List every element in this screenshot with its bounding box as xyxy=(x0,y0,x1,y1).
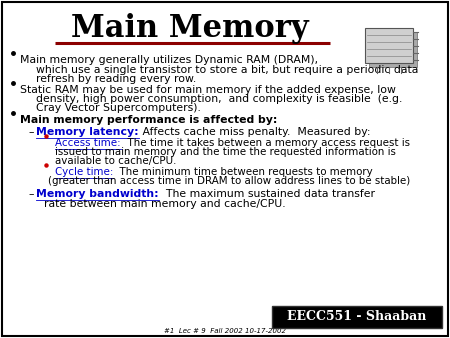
Text: Cray Vector Supercomputers).: Cray Vector Supercomputers). xyxy=(36,103,201,113)
Text: #1  Lec # 9  Fall 2002 10-17-2002: #1 Lec # 9 Fall 2002 10-17-2002 xyxy=(164,328,286,334)
Text: Cycle time:: Cycle time: xyxy=(55,167,113,177)
Text: issued to main memory and the time the requested information is: issued to main memory and the time the r… xyxy=(55,147,396,157)
Text: Affects cache miss penalty.  Measured by:: Affects cache miss penalty. Measured by: xyxy=(139,127,370,137)
Text: Static RAM may be used for main memory if the added expense, low: Static RAM may be used for main memory i… xyxy=(20,85,396,95)
FancyBboxPatch shape xyxy=(365,28,413,63)
Text: Main memory performance is affected by:: Main memory performance is affected by: xyxy=(20,115,277,125)
Bar xyxy=(272,306,442,328)
Text: The maximum sustained data transfer: The maximum sustained data transfer xyxy=(158,189,374,199)
Text: density, high power consumption,  and complexity is feasible  (e.g.: density, high power consumption, and com… xyxy=(36,94,402,104)
Text: (greater than access time in DRAM to allow address lines to be stable): (greater than access time in DRAM to all… xyxy=(48,176,410,186)
Text: Memory latency:: Memory latency: xyxy=(36,127,139,137)
Text: The time it takes between a memory access request is: The time it takes between a memory acces… xyxy=(121,138,410,148)
Text: The minimum time between requests to memory: The minimum time between requests to mem… xyxy=(113,167,373,177)
Text: which use a single transistor to store a bit, but require a periodic data: which use a single transistor to store a… xyxy=(36,65,419,75)
Text: available to cache/CPU.: available to cache/CPU. xyxy=(55,156,176,166)
Text: Access time:: Access time: xyxy=(55,138,121,148)
Text: –: – xyxy=(28,127,33,137)
FancyBboxPatch shape xyxy=(369,32,417,67)
Text: rate between main memory and cache/CPU.: rate between main memory and cache/CPU. xyxy=(44,199,286,209)
Text: EECC551 - Shaaban: EECC551 - Shaaban xyxy=(287,311,427,323)
Text: Main memory generally utilizes Dynamic RAM (DRAM),: Main memory generally utilizes Dynamic R… xyxy=(20,55,318,65)
Text: Main Memory: Main Memory xyxy=(71,13,309,44)
Text: Memory bandwidth:: Memory bandwidth: xyxy=(36,189,158,199)
Text: refresh by reading every row.: refresh by reading every row. xyxy=(36,74,196,84)
Text: –: – xyxy=(28,189,33,199)
